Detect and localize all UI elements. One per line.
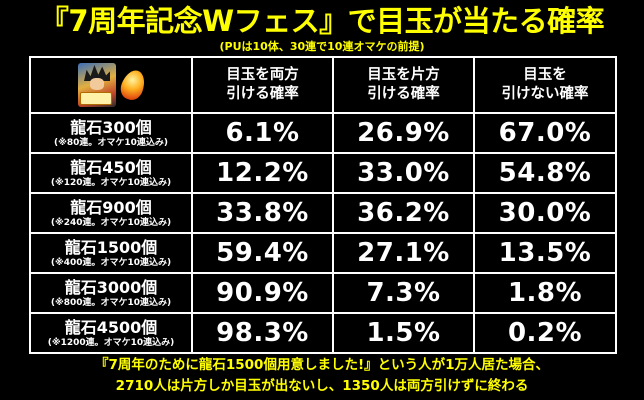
value-both: 98.3% — [191, 312, 334, 354]
row-label-cell: 龍石3000個 (※800連。オマケ10連込み) — [29, 272, 193, 314]
character-portrait-icon — [78, 63, 116, 107]
table-row: 龍石300個 (※80連。オマケ10連込み) 6.1% 26.9% 67.0% — [29, 112, 617, 154]
column-header-one: 目玉を片方 引ける確率 — [332, 56, 475, 114]
row-label-cell: 龍石300個 (※80連。オマケ10連込み) — [29, 112, 193, 154]
value-one: 7.3% — [332, 272, 475, 314]
dragon-stone-icon — [117, 67, 149, 103]
value-one: 33.0% — [332, 152, 475, 194]
row-label-cell: 龍石450個 (※120連。オマケ10連込み) — [29, 152, 193, 194]
value-both: 90.9% — [191, 272, 334, 314]
value-both: 12.2% — [191, 152, 334, 194]
table-row: 龍石4500個 (※1200連。オマケ10連込み) 98.3% 1.5% 0.2… — [29, 312, 617, 354]
probability-table: 目玉を両方 引ける確率 目玉を片方 引ける確率 目玉を 引けない確率 龍石300… — [29, 56, 617, 354]
table-row: 龍石900個 (※240連。オマケ10連込み) 33.8% 36.2% 30.0… — [29, 192, 617, 234]
value-none: 1.8% — [473, 272, 617, 314]
value-one: 27.1% — [332, 232, 475, 274]
row-label-cell: 龍石4500個 (※1200連。オマケ10連込み) — [29, 312, 193, 354]
table-row: 龍石450個 (※120連。オマケ10連込み) 12.2% 33.0% 54.8… — [29, 152, 617, 194]
footer-note-line1: 『7周年のために龍石1500個用意しました!』という人が1万人居た場合、 — [94, 357, 550, 373]
value-both: 6.1% — [191, 112, 334, 154]
footer-note-line2: 2710人は片方しか目玉が出ないし、1350人は両方引けずに終わる — [115, 378, 529, 394]
table-row: 龍石3000個 (※800連。オマケ10連込み) 90.9% 7.3% 1.8% — [29, 272, 617, 314]
value-none: 67.0% — [473, 112, 617, 154]
value-none: 54.8% — [473, 152, 617, 194]
table-row: 龍石1500個 (※400連。オマケ10連込み) 59.4% 27.1% 13.… — [29, 232, 617, 274]
value-both: 59.4% — [191, 232, 334, 274]
value-one: 26.9% — [332, 112, 475, 154]
column-header-both: 目玉を両方 引ける確率 — [191, 56, 334, 114]
page-title: 『7周年記念Wフェス』で目玉が当たる確率 — [39, 4, 605, 38]
value-both: 33.8% — [191, 192, 334, 234]
value-none: 30.0% — [473, 192, 617, 234]
value-none: 0.2% — [473, 312, 617, 354]
value-none: 13.5% — [473, 232, 617, 274]
column-header-none: 目玉を 引けない確率 — [473, 56, 617, 114]
page-subtitle: (PUは10体、30連で10連オマケの前提) — [219, 40, 425, 53]
value-one: 1.5% — [332, 312, 475, 354]
row-label-cell: 龍石900個 (※240連。オマケ10連込み) — [29, 192, 193, 234]
row-label-cell: 龍石1500個 (※400連。オマケ10連込み) — [29, 232, 193, 274]
table-header-row: 目玉を両方 引ける確率 目玉を片方 引ける確率 目玉を 引けない確率 — [29, 56, 617, 114]
table-corner-cell — [29, 56, 193, 114]
value-one: 36.2% — [332, 192, 475, 234]
